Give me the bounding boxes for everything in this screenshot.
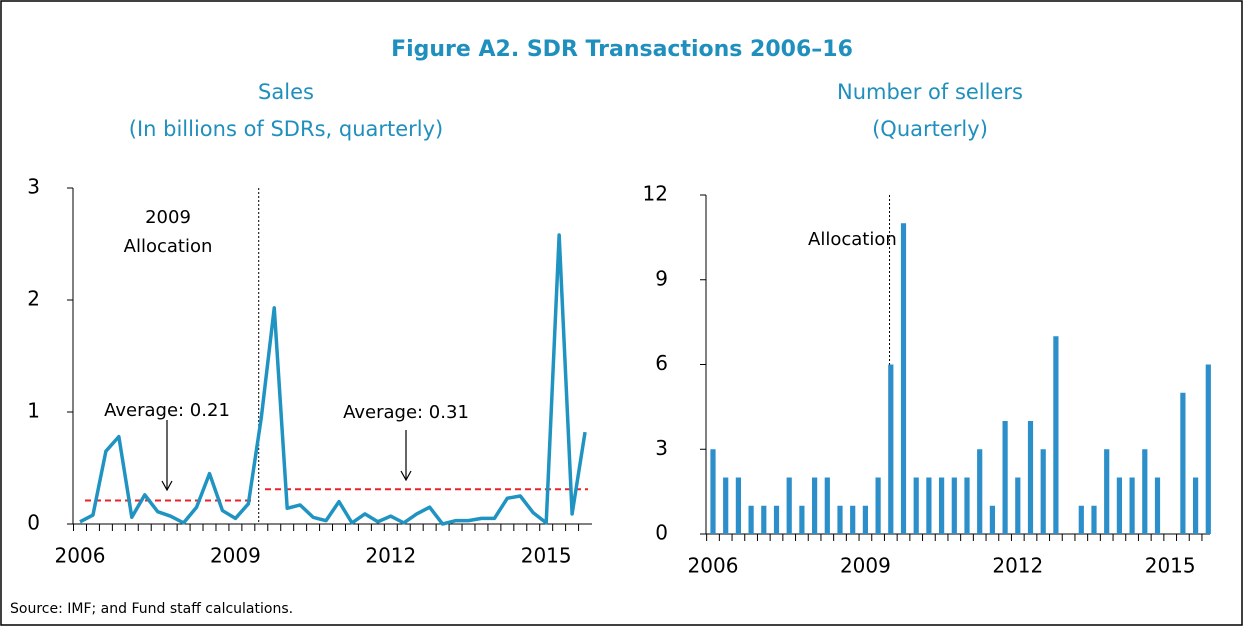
sales-line xyxy=(79,233,587,526)
bar xyxy=(1040,449,1046,534)
bar xyxy=(773,505,780,534)
bar xyxy=(1154,477,1161,534)
annotation: 2009 xyxy=(145,207,191,228)
bar xyxy=(875,477,881,534)
bar xyxy=(786,477,792,534)
bar xyxy=(1142,449,1148,534)
y-tick-label: 3 xyxy=(27,175,40,199)
y-tick-label: 6 xyxy=(655,351,668,375)
y-tick-label: 9 xyxy=(655,266,668,290)
x-tick-label: 2006 xyxy=(55,544,106,568)
bar xyxy=(1129,477,1135,534)
bar xyxy=(1078,505,1084,534)
average-label: Average: 0.21 xyxy=(104,400,230,421)
x-tick-label: 2012 xyxy=(992,554,1043,578)
annotation: Allocation xyxy=(808,229,897,250)
arrow-head xyxy=(400,470,412,482)
bar xyxy=(862,505,868,534)
y-tick-label: 3 xyxy=(655,436,668,460)
bar xyxy=(977,449,983,534)
x-tick-label: 2009 xyxy=(210,544,261,568)
bar xyxy=(723,477,729,534)
bar xyxy=(824,477,830,534)
bar xyxy=(900,223,907,534)
bar xyxy=(1002,421,1008,534)
y-tick-label: 2 xyxy=(27,287,40,311)
arrow-head xyxy=(161,480,173,492)
bar xyxy=(964,477,970,534)
figure-title: Figure A2. SDR Transactions 2006–16 xyxy=(391,37,853,62)
bar xyxy=(1027,421,1034,534)
bar xyxy=(735,477,741,534)
bar xyxy=(748,505,754,534)
y-tick-label: 0 xyxy=(655,521,668,545)
bar xyxy=(1053,336,1059,534)
bar xyxy=(1193,477,1199,534)
panel-title: Number of sellers xyxy=(837,80,1023,104)
bar xyxy=(951,477,957,534)
panel-title: Sales xyxy=(258,80,314,104)
x-tick-label: 2015 xyxy=(1145,554,1196,578)
bar xyxy=(1091,505,1097,534)
x-tick-label: 2009 xyxy=(840,554,891,578)
average-label: Average: 0.31 xyxy=(343,402,469,423)
bar xyxy=(761,505,767,534)
x-tick-label: 2015 xyxy=(521,544,572,568)
x-tick-label: 2012 xyxy=(365,544,416,568)
x-tick-label: 2006 xyxy=(688,554,739,578)
bar xyxy=(939,477,945,534)
annotation: Allocation xyxy=(124,236,213,257)
bar xyxy=(850,505,856,534)
bar xyxy=(1015,477,1021,534)
bar xyxy=(1104,449,1110,534)
bar xyxy=(1180,392,1186,534)
panel-subtitle: (Quarterly) xyxy=(872,117,988,141)
y-tick-label: 12 xyxy=(643,182,668,206)
bar xyxy=(710,449,716,534)
bar xyxy=(837,505,843,534)
bar xyxy=(812,477,818,534)
bar xyxy=(888,364,894,534)
y-tick-label: 0 xyxy=(27,511,40,535)
bar xyxy=(1205,364,1211,534)
bar xyxy=(989,505,995,534)
bar xyxy=(1116,477,1122,534)
bar xyxy=(926,477,932,534)
bar xyxy=(913,477,919,534)
bar xyxy=(799,505,805,534)
y-tick-label: 1 xyxy=(27,399,40,423)
panel-subtitle: (In billions of SDRs, quarterly) xyxy=(129,117,444,141)
source-note: Source: IMF; and Fund staff calculations… xyxy=(10,601,293,617)
